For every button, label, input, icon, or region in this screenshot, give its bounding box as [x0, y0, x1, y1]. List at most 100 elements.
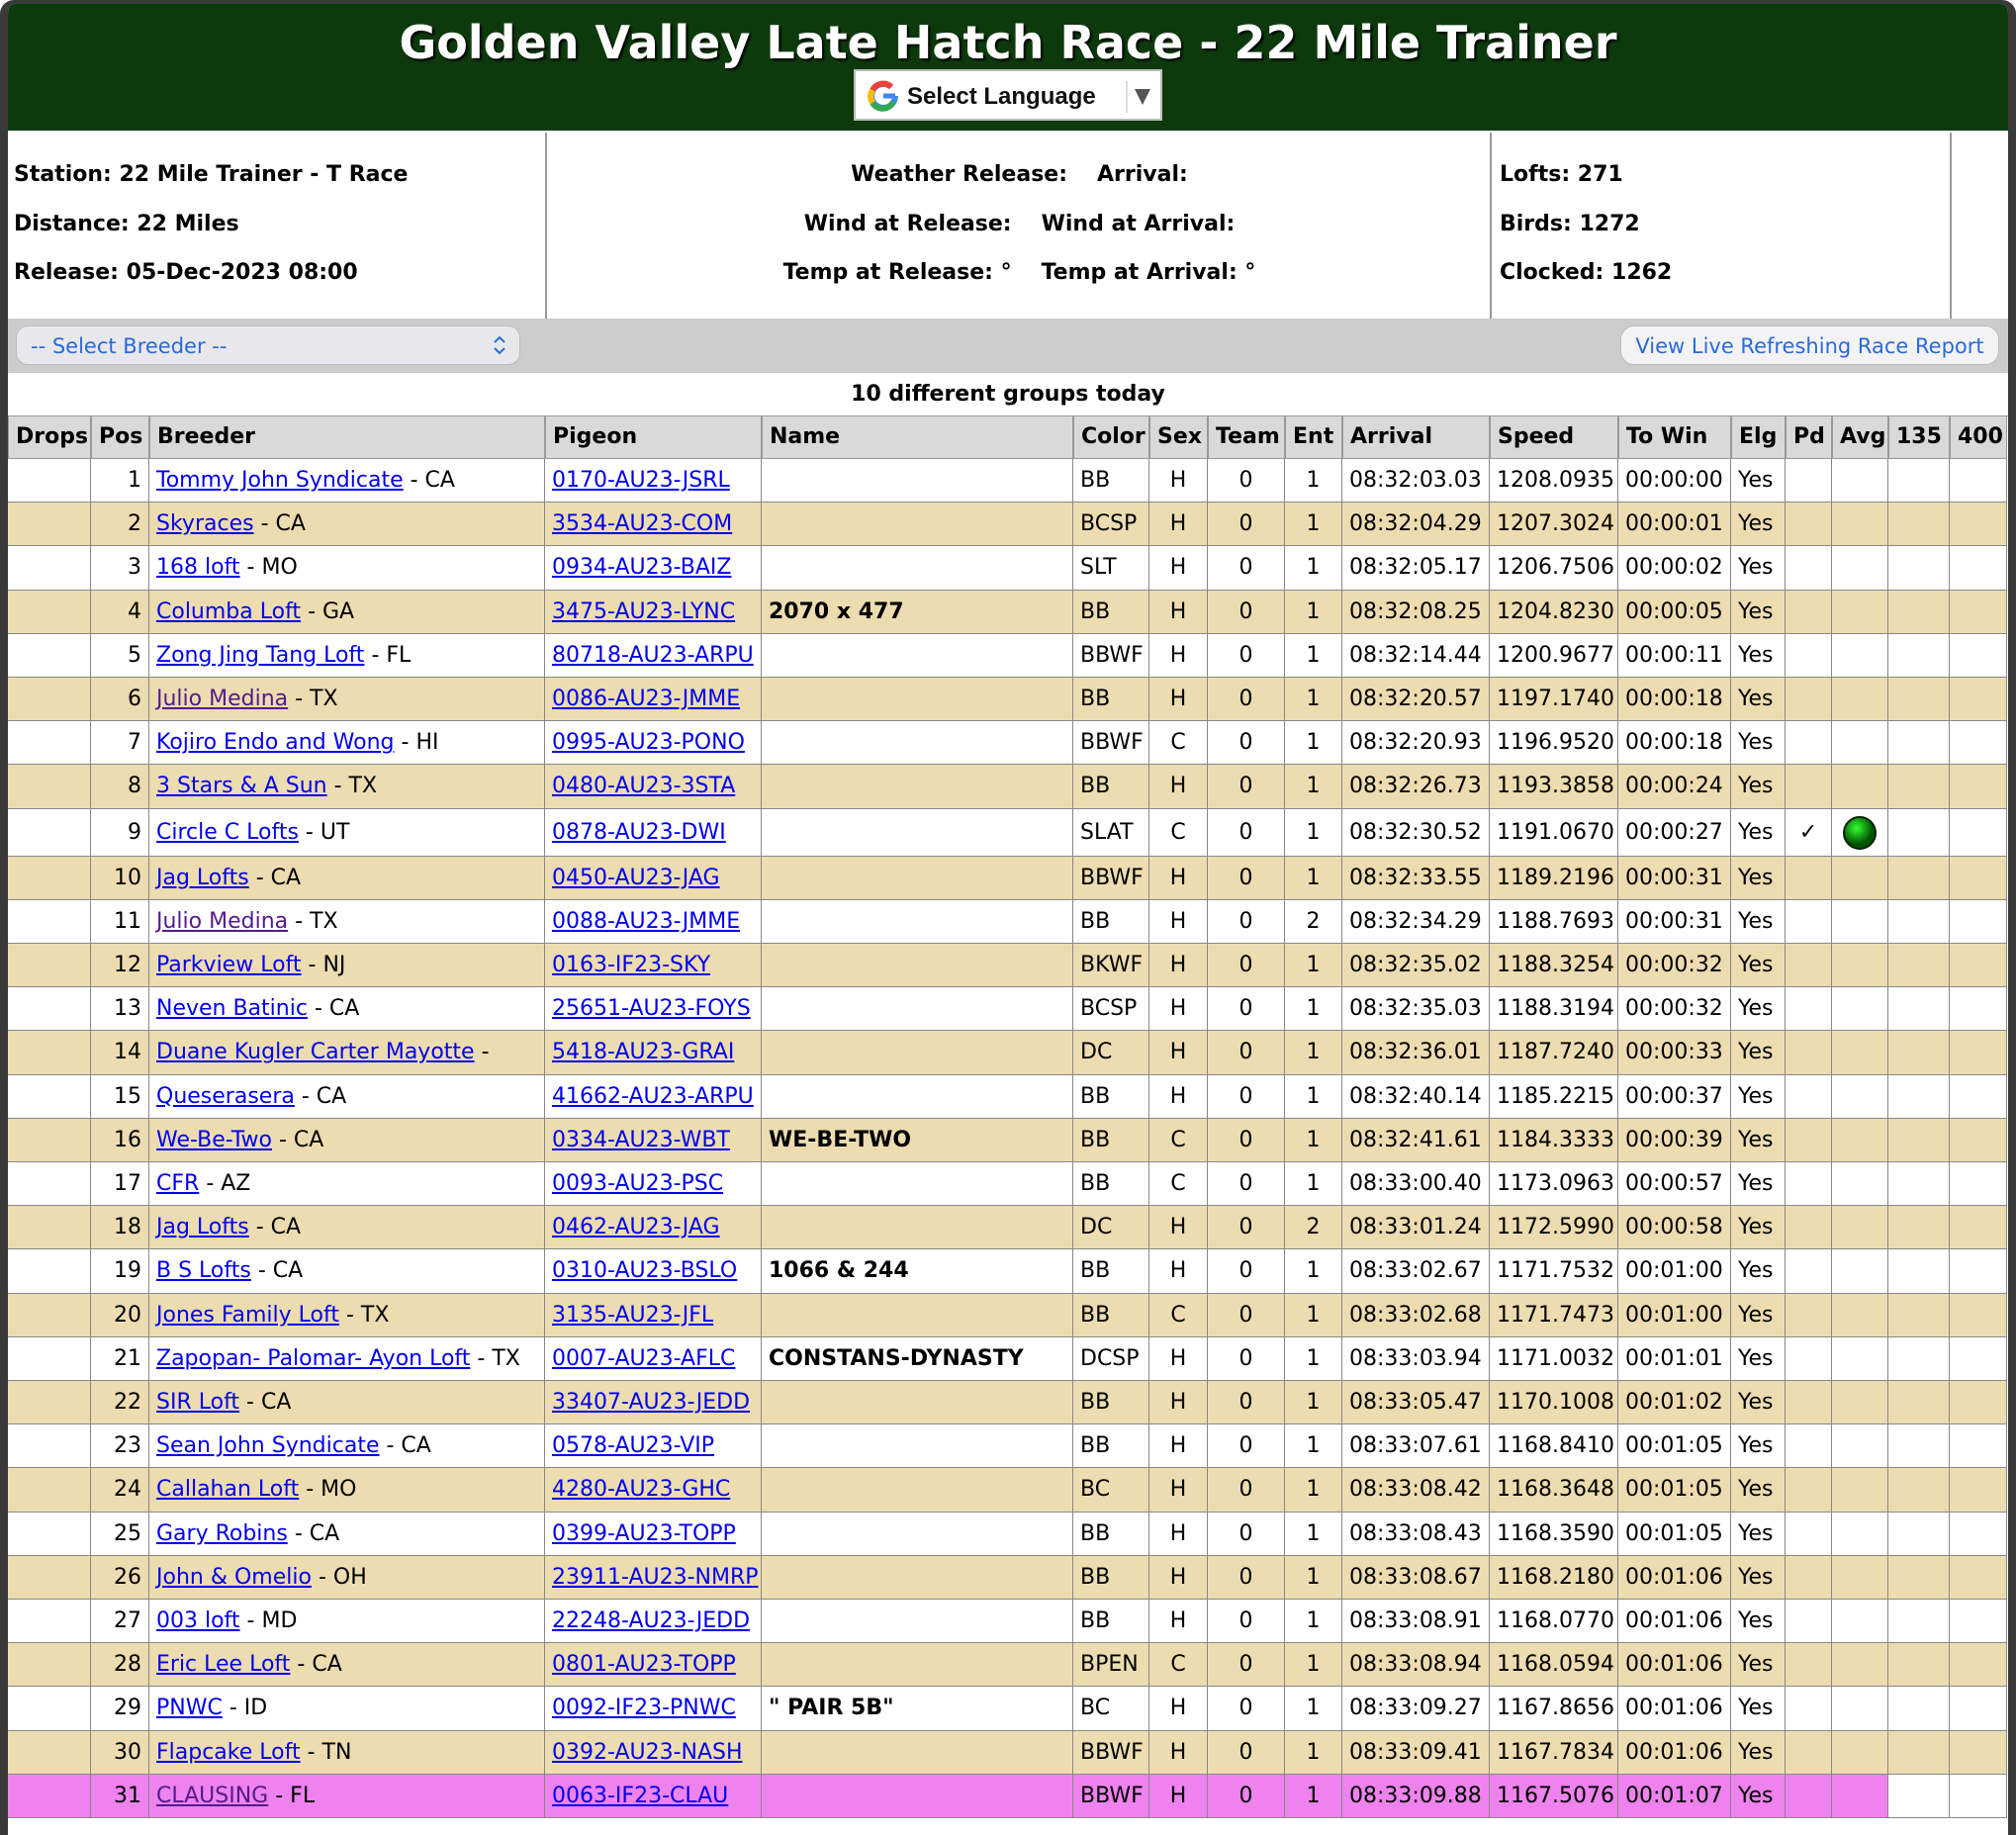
- breeder-link[interactable]: Parkview Loft: [156, 953, 302, 977]
- table-cell: 1188.3254: [1490, 944, 1618, 988]
- breeder-link[interactable]: Columba Loft: [156, 598, 302, 624]
- breeder-link[interactable]: Zong Jing Tang Loft: [156, 642, 365, 668]
- table-cell: 08:33:08.42: [1342, 1468, 1490, 1513]
- breeder-link[interactable]: Tommy John Syndicate: [156, 468, 404, 493]
- pigeon-link[interactable]: 0086-AU23-JMME: [552, 687, 741, 711]
- pigeon-link[interactable]: 0170-AU23-JSRL: [552, 468, 730, 493]
- breeder-link[interactable]: B S Lofts: [156, 1258, 251, 1284]
- pigeon-link[interactable]: 3135-AU23-JFL: [552, 1302, 714, 1328]
- breeder-state: - CA: [297, 1652, 342, 1678]
- pigeon-link[interactable]: 0092-IF23-PNWC: [552, 1696, 736, 1721]
- cell-text: Yes: [1738, 908, 1774, 934]
- table-cell: [1950, 1468, 2007, 1513]
- table-cell: 0: [1208, 1162, 1285, 1207]
- pigeon-link[interactable]: 23911-AU23-NMRP: [552, 1564, 759, 1590]
- table-cell: 1184.3333: [1490, 1118, 1618, 1162]
- pigeon-link[interactable]: 0878-AU23-DWI: [552, 819, 726, 845]
- breeder-select[interactable]: -- Select Breeder --: [16, 325, 520, 365]
- table-cell: [762, 1643, 1073, 1688]
- breeder-link[interactable]: Sean John Syndicate: [156, 1433, 380, 1459]
- info-label: Wind at Arrival:: [1041, 212, 1236, 236]
- breeder-link[interactable]: Julio Medina: [156, 908, 289, 934]
- breeder-link[interactable]: Eric Lee Loft: [156, 1652, 291, 1678]
- breeder-link[interactable]: Duane Kugler Carter Mayotte: [156, 1040, 475, 1065]
- pigeon-link[interactable]: 0934-AU23-BAIZ: [552, 555, 732, 581]
- pigeon-link[interactable]: 33407-AU23-JEDD: [552, 1390, 751, 1415]
- breeder-link[interactable]: We-Be-Two: [156, 1127, 272, 1152]
- table-cell: 1: [1285, 856, 1342, 900]
- pigeon-link[interactable]: 0163-IF23-SKY: [552, 953, 711, 977]
- table-cell: [1786, 721, 1832, 766]
- table-cell: 08:33:09.41: [1342, 1730, 1490, 1775]
- breeder-link[interactable]: Skyraces: [156, 511, 254, 537]
- live-report-button[interactable]: View Live Refreshing Race Report: [1620, 325, 1999, 365]
- pigeon-link[interactable]: 3475-AU23-LYNC: [552, 598, 736, 624]
- breeder-link[interactable]: Jag Lofts: [156, 865, 249, 890]
- breeder-link[interactable]: Zapopan- Palomar- Ayon Loft: [156, 1345, 471, 1371]
- breeder-link[interactable]: Jag Lofts: [156, 1215, 249, 1240]
- table-cell: 1: [1285, 1555, 1342, 1600]
- table-cell: 1168.0594: [1490, 1643, 1618, 1688]
- table-cell: [1888, 721, 1950, 766]
- table-cell: 0399-AU23-TOPP: [545, 1512, 762, 1556]
- language-button[interactable]: Select Language: [854, 69, 1162, 121]
- pigeon-link[interactable]: 0007-AU23-AFLC: [552, 1345, 736, 1371]
- cell-text: 22: [114, 1390, 141, 1415]
- breeder-link[interactable]: Callahan Loft: [156, 1477, 300, 1503]
- breeder-link[interactable]: 168 loft: [156, 555, 240, 581]
- table-cell: [1832, 1249, 1888, 1294]
- table-cell: [762, 1293, 1073, 1337]
- pigeon-link[interactable]: 4280-AU23-GHC: [552, 1477, 731, 1503]
- breeder-link[interactable]: CFR: [156, 1171, 200, 1196]
- table-cell: [1832, 1600, 1888, 1644]
- breeder-link[interactable]: Flapcake Loft: [156, 1739, 301, 1765]
- breeder-link[interactable]: CLAUSING: [156, 1783, 269, 1808]
- breeder-link[interactable]: 3 Stars & A Sun: [156, 774, 327, 799]
- pigeon-link[interactable]: 0063-IF23-CLAU: [552, 1783, 729, 1808]
- pigeon-link[interactable]: 0093-AU23-PSC: [552, 1171, 724, 1196]
- breeder-link[interactable]: Jones Family Loft: [156, 1302, 339, 1328]
- table-cell: 1189.2196: [1490, 856, 1618, 900]
- cell-text: 18: [114, 1215, 141, 1240]
- pigeon-link[interactable]: 25651-AU23-FOYS: [552, 996, 751, 1022]
- breeder-link[interactable]: John & Omelio: [156, 1564, 312, 1590]
- cell-text: 1: [1306, 819, 1321, 845]
- breeder-link[interactable]: Gary Robins: [156, 1520, 288, 1546]
- cell-text: 1206.7506: [1497, 555, 1614, 581]
- cell-text: 00:01:06: [1625, 1739, 1723, 1765]
- pigeon-link[interactable]: 0450-AU23-JAG: [552, 865, 720, 890]
- pigeon-link[interactable]: 22248-AU23-JEDD: [552, 1608, 751, 1633]
- pigeon-link[interactable]: 0088-AU23-JMME: [552, 908, 741, 934]
- breeder-link[interactable]: Circle C Lofts: [156, 819, 299, 845]
- breeder-link[interactable]: Queserasera: [156, 1083, 295, 1109]
- cell-text: BBWF: [1080, 1783, 1144, 1808]
- pigeon-link[interactable]: 0392-AU23-NASH: [552, 1739, 743, 1765]
- pigeon-link[interactable]: 0334-AU23-WBT: [552, 1127, 730, 1152]
- breeder-link[interactable]: 003 loft: [156, 1608, 240, 1633]
- breeder-link[interactable]: Neven Batinic: [156, 996, 308, 1022]
- pigeon-link[interactable]: 80718-AU23-ARPU: [552, 642, 754, 668]
- table-cell: 17: [91, 1162, 149, 1207]
- pigeon-link[interactable]: 0462-AU23-JAG: [552, 1215, 720, 1240]
- breeder-link[interactable]: Julio Medina: [156, 687, 289, 711]
- cell-text: 1: [1306, 555, 1321, 581]
- table-cell: BBWF: [1073, 1774, 1149, 1818]
- pigeon-link[interactable]: 3534-AU23-COM: [552, 511, 733, 537]
- pigeon-link[interactable]: 0801-AU23-TOPP: [552, 1652, 736, 1678]
- breeder-link[interactable]: Kojiro Endo and Wong: [156, 730, 395, 756]
- table-cell: H: [1149, 590, 1208, 634]
- table-cell: 1171.0032: [1490, 1336, 1618, 1381]
- pigeon-link[interactable]: 0399-AU23-TOPP: [552, 1520, 736, 1546]
- pigeon-link[interactable]: 0310-AU23-BSLO: [552, 1258, 738, 1284]
- pigeon-link[interactable]: 0995-AU23-PONO: [552, 730, 745, 756]
- table-cell: 0: [1208, 1074, 1285, 1119]
- table-cell: Columba Loft - GA: [149, 590, 545, 634]
- breeder-link[interactable]: SIR Loft: [156, 1390, 240, 1415]
- pigeon-link[interactable]: 0480-AU23-3STA: [552, 774, 736, 799]
- pigeon-link[interactable]: 41662-AU23-ARPU: [552, 1083, 754, 1109]
- pigeon-link[interactable]: 5418-AU23-GRAI: [552, 1040, 735, 1065]
- table-cell: [1950, 503, 2007, 547]
- cell-text: 10: [114, 865, 141, 890]
- breeder-link[interactable]: PNWC: [156, 1696, 223, 1721]
- pigeon-link[interactable]: 0578-AU23-VIP: [552, 1433, 715, 1459]
